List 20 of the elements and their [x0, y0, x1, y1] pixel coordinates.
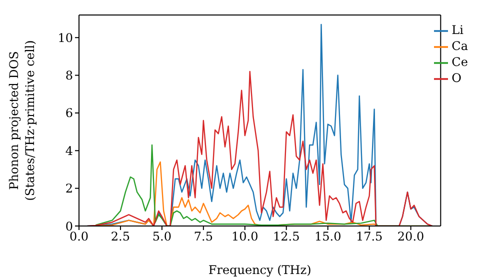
x-tick-label: 20.0 — [397, 230, 424, 244]
x-axis-title: Frequency (THz) — [208, 263, 312, 277]
legend-label: O — [452, 71, 462, 85]
y-tick-label: 10 — [58, 30, 73, 45]
y-tick-label: 2 — [65, 182, 73, 196]
x-tick-label: 17.5 — [356, 230, 383, 244]
legend-label: Li — [452, 23, 464, 37]
x-tick-label: 2.5 — [110, 230, 130, 244]
x-tick-label: 10.0 — [232, 230, 258, 244]
y-axis-title: Phonon projected DOS (States/THz·primitive cell) — [7, 40, 37, 201]
line-series — [86, 70, 433, 226]
y-tick-label: 6 — [65, 106, 73, 120]
x-tick-label: 7.5 — [194, 230, 213, 244]
x-tick-label: 5.0 — [152, 230, 172, 244]
y-tick-label: 8 — [65, 68, 73, 83]
x-tick-label: 12.5 — [273, 230, 300, 244]
y-tick-label: 4 — [65, 144, 74, 158]
x-tick-label: 15.0 — [314, 230, 342, 244]
legend-label: Ca — [452, 39, 468, 53]
legend-label: Ce — [452, 55, 468, 69]
